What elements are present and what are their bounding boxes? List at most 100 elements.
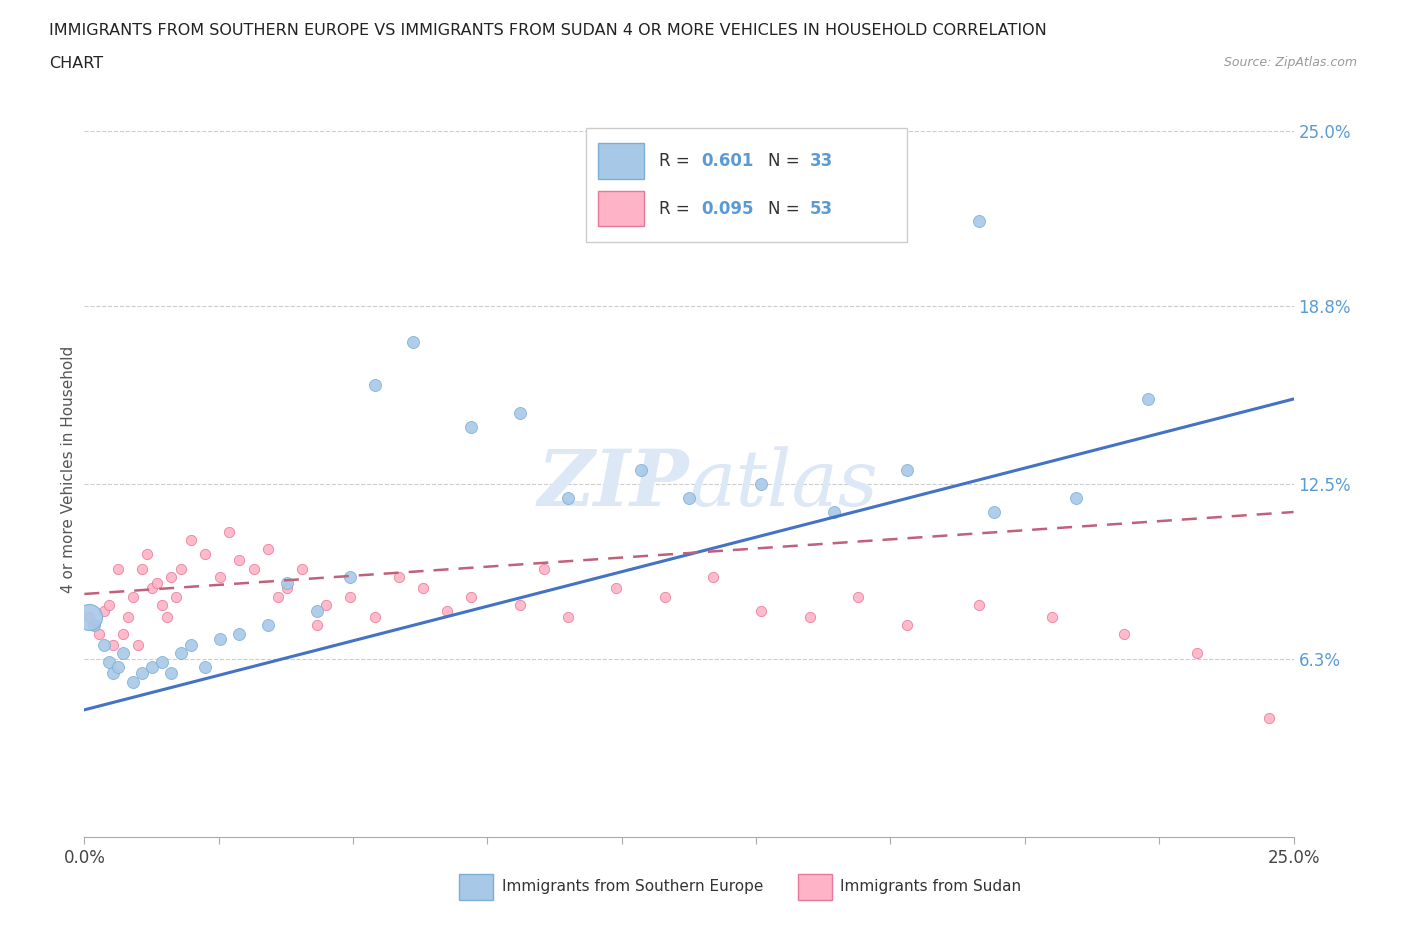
Text: N =: N = [768, 153, 804, 170]
Point [509, 405, 531, 420]
Point [103, 666, 125, 681]
Point [276, 576, 298, 591]
Point [1137, 392, 1160, 406]
Point [146, 576, 169, 591]
Point [402, 335, 425, 350]
Point [97, 655, 120, 670]
Point [509, 598, 531, 613]
Point [315, 598, 337, 613]
Point [751, 604, 773, 618]
Text: CHART: CHART [49, 56, 103, 71]
Text: Source: ZipAtlas.com: Source: ZipAtlas.com [1223, 56, 1357, 69]
Point [155, 609, 177, 624]
Point [131, 666, 153, 681]
Point [436, 604, 458, 618]
Point [678, 490, 700, 505]
Point [533, 561, 555, 576]
Point [339, 590, 361, 604]
Text: N =: N = [768, 200, 804, 218]
Text: 0.095: 0.095 [702, 200, 754, 218]
Point [165, 590, 187, 604]
Point [141, 581, 163, 596]
Point [846, 590, 869, 604]
Y-axis label: 4 or more Vehicles in Household: 4 or more Vehicles in Household [60, 346, 76, 593]
Text: Immigrants from Southern Europe: Immigrants from Southern Europe [502, 880, 763, 895]
Point [967, 598, 990, 613]
Point [160, 666, 183, 681]
Point [1258, 711, 1281, 725]
Point [823, 505, 845, 520]
Point [77, 609, 100, 624]
Point [150, 598, 173, 613]
Point [605, 581, 627, 596]
Point [218, 525, 240, 539]
Point [460, 590, 482, 604]
Point [117, 609, 139, 624]
Point [93, 604, 115, 618]
Point [1185, 646, 1208, 661]
Point [257, 541, 280, 556]
Point [194, 660, 217, 675]
Point [363, 609, 385, 624]
Point [228, 626, 250, 641]
Point [77, 609, 100, 624]
Point [276, 581, 298, 596]
Bar [599, 192, 644, 227]
Point [180, 533, 202, 548]
Point [83, 618, 105, 632]
Bar [599, 143, 644, 179]
Point [121, 590, 143, 604]
Point [363, 378, 385, 392]
Point [702, 569, 724, 584]
Point [242, 561, 264, 576]
Point [170, 561, 193, 576]
Point [557, 490, 579, 505]
Point [983, 505, 1005, 520]
Point [141, 660, 163, 675]
Point [107, 561, 129, 576]
Text: 33: 33 [810, 153, 834, 170]
Point [1064, 490, 1087, 505]
Text: ZIP: ZIP [537, 446, 689, 523]
Text: R =: R = [659, 153, 695, 170]
Point [208, 631, 231, 646]
Point [180, 637, 202, 652]
Point [967, 214, 990, 229]
Point [107, 660, 129, 675]
Point [1040, 609, 1063, 624]
Point [291, 561, 314, 576]
Text: IMMIGRANTS FROM SOUTHERN EUROPE VS IMMIGRANTS FROM SUDAN 4 OR MORE VEHICLES IN H: IMMIGRANTS FROM SOUTHERN EUROPE VS IMMIG… [49, 23, 1047, 38]
Point [131, 561, 153, 576]
Point [97, 598, 120, 613]
Point [557, 609, 579, 624]
Bar [797, 874, 831, 900]
Text: 0.601: 0.601 [702, 153, 754, 170]
Text: R =: R = [659, 200, 695, 218]
Point [460, 419, 482, 434]
Point [121, 674, 143, 689]
Point [112, 646, 135, 661]
FancyBboxPatch shape [586, 128, 907, 242]
Point [150, 655, 173, 670]
Point [103, 637, 125, 652]
Point [87, 626, 110, 641]
Point [339, 569, 361, 584]
Point [228, 552, 250, 567]
Point [83, 618, 105, 632]
Point [654, 590, 676, 604]
Point [127, 637, 149, 652]
Text: atlas: atlas [689, 446, 877, 523]
Point [305, 604, 328, 618]
Point [257, 618, 280, 632]
Point [412, 581, 434, 596]
Point [630, 462, 652, 477]
Point [799, 609, 821, 624]
Point [267, 590, 290, 604]
Point [388, 569, 411, 584]
Point [170, 646, 193, 661]
Bar [460, 874, 494, 900]
Point [136, 547, 159, 562]
Point [160, 569, 183, 584]
Point [1114, 626, 1136, 641]
Point [896, 618, 918, 632]
